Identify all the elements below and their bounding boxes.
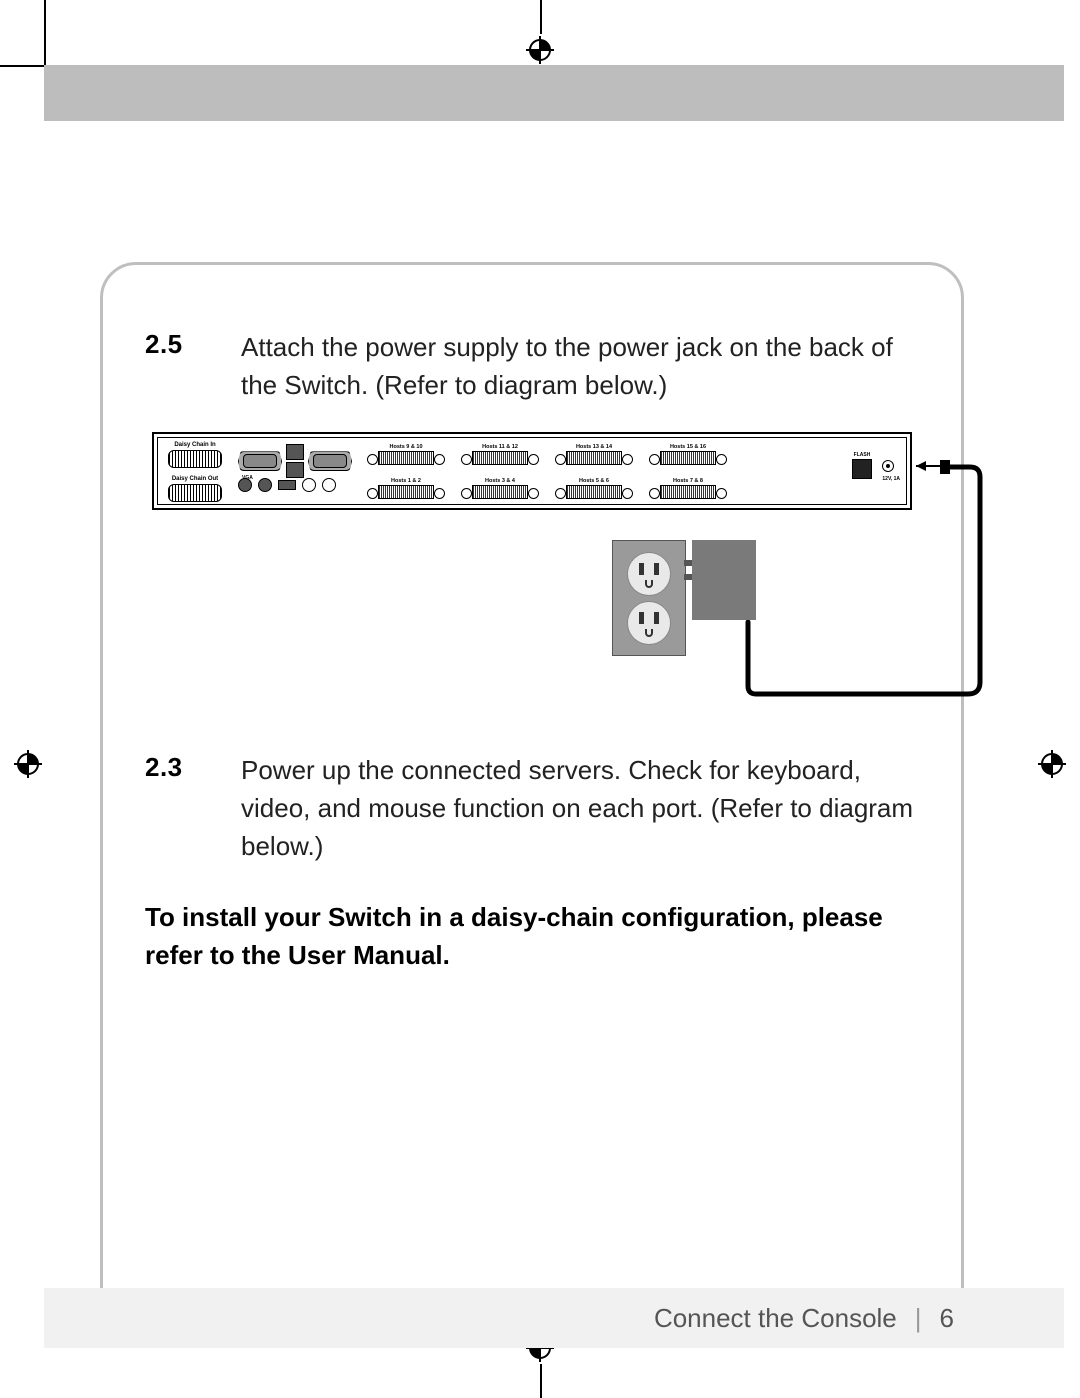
registration-mark-icon [526, 36, 554, 64]
footer-page-number: 6 [940, 1303, 954, 1334]
footer-separator: | [915, 1303, 922, 1334]
registration-mark-icon [1038, 750, 1066, 778]
crop-mark [44, 0, 46, 65]
content-frame: 2.5 Attach the power supply to the power… [100, 262, 964, 1326]
wall-outlet [612, 540, 686, 656]
daisy-chain-note: To install your Switch in a daisy-chain … [145, 899, 919, 974]
crop-mark [540, 0, 542, 34]
instruction-step: 2.3 Power up the connected servers. Chec… [145, 752, 919, 865]
step-number: 2.3 [145, 752, 241, 865]
header-bar [44, 65, 1064, 121]
page-footer: Connect the Console | 6 [44, 1288, 1064, 1348]
power-cable [152, 432, 952, 722]
crop-mark [0, 65, 44, 67]
step-number: 2.5 [145, 329, 241, 404]
power-connection-diagram: Daisy Chain In Daisy Chain Out [152, 432, 912, 722]
step-text: Attach the power supply to the power jac… [241, 329, 919, 404]
outlet-socket [627, 552, 671, 596]
crop-mark [540, 1364, 542, 1398]
power-adapter [692, 540, 756, 620]
footer-section-title: Connect the Console [654, 1303, 897, 1334]
step-text: Power up the connected servers. Check fo… [241, 752, 919, 865]
instruction-step: 2.5 Attach the power supply to the power… [145, 329, 919, 404]
outlet-socket [627, 601, 671, 645]
manual-page: 2.5 Attach the power supply to the power… [0, 0, 1080, 1398]
registration-mark-icon [14, 750, 42, 778]
